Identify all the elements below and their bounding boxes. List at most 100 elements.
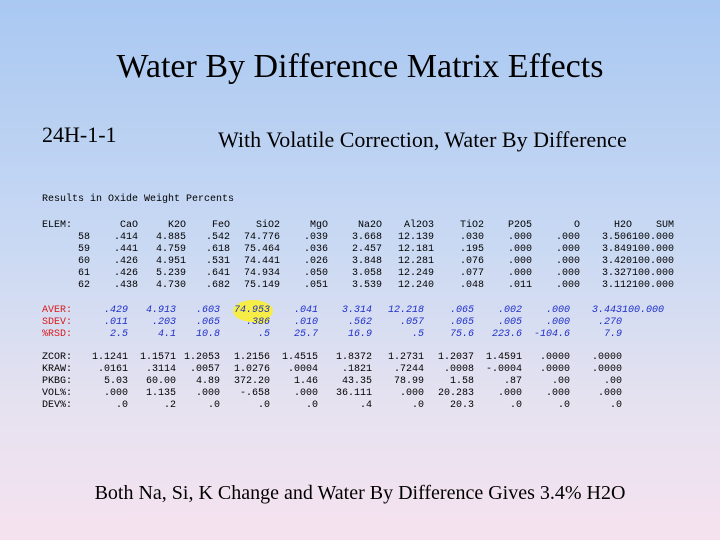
table-cell: .077 xyxy=(459,268,484,279)
table-cell xyxy=(622,317,664,329)
table-cell: .1821 xyxy=(341,364,372,375)
table-cell: .5 xyxy=(257,329,270,340)
table-cell: 100.000 xyxy=(632,280,675,291)
table-cell: 75.149 xyxy=(243,280,280,291)
table-cell xyxy=(622,400,658,412)
table-cell: 2.457 xyxy=(351,244,382,255)
table-cell: .2 xyxy=(163,400,176,411)
sample-id: 24H-1-1 xyxy=(42,122,117,147)
table-cell: .000 xyxy=(507,256,532,267)
table-cell xyxy=(622,352,658,364)
table-cell: .3114 xyxy=(145,364,176,375)
table-cell: .0 xyxy=(257,400,270,411)
table-cell: 4.759 xyxy=(155,244,186,255)
table-cell: .050 xyxy=(303,268,328,279)
table-cell: .000 xyxy=(497,388,522,399)
table-cell: .000 xyxy=(555,280,580,291)
correction-row: DEV%: .0 .2 .0 .0 .0 .4 .0 20.3 .0 .0 .0 xyxy=(42,400,658,412)
table-cell: .000 xyxy=(399,388,424,399)
table-cell: 1.2731 xyxy=(387,352,424,363)
table-cell: 5.239 xyxy=(155,268,186,279)
correction-row: VOL%: .000 1.135 .000 -.658 .000 36.111 .000 20.… xyxy=(42,388,658,400)
table-cell: .0000 xyxy=(539,352,570,363)
row-label: KRAW: xyxy=(42,364,73,375)
table-cell: 74.776 xyxy=(243,232,280,243)
row-label: AVER: xyxy=(42,305,73,316)
correction-row: KRAW: .0161 .3114 .0057 1.0276 .0004 .1821 .724… xyxy=(42,364,658,376)
table-cell: 25.7 xyxy=(293,329,318,340)
table-cell: 1.2037 xyxy=(437,352,474,363)
table-cell: .0057 xyxy=(189,364,220,375)
table-cell: -104.6 xyxy=(533,329,570,340)
table-cell: 3.058 xyxy=(351,268,382,279)
table-cell: .426 xyxy=(113,256,138,267)
table-cell: 10.8 xyxy=(195,329,220,340)
table-cell: .0000 xyxy=(591,364,622,375)
slide-footer: Both Na, Si, K Change and Water By Diffe… xyxy=(94,482,626,504)
table-cell: .682 xyxy=(205,280,230,291)
column-header: TiO2 xyxy=(459,220,484,231)
table-cell: .641 xyxy=(205,268,230,279)
table-cell: 1.4591 xyxy=(485,352,522,363)
column-header: FeO xyxy=(211,220,230,231)
highlight-mark xyxy=(250,314,270,324)
table-cell: .5 xyxy=(411,329,424,340)
table-cell: .0000 xyxy=(539,364,570,375)
table-cell: 12.139 xyxy=(397,232,434,243)
table-cell: -.0004 xyxy=(485,364,522,375)
table-cell: 2.5 xyxy=(109,329,128,340)
table-cell: .7244 xyxy=(393,364,424,375)
corrections-table: ZCOR: 1.1241 1.1571 1.2053 1.2156 1.4515 1.837… xyxy=(42,352,658,412)
table-cell: .065 xyxy=(449,317,474,328)
sample-number: 62 xyxy=(77,280,90,291)
table-cell: 100.000 xyxy=(632,244,675,255)
table-row: 58 .414 4.885 .542 74.776 .039 3.668 12.139 .030… xyxy=(42,232,674,244)
table-cell: 3.443 xyxy=(591,305,622,316)
table-cell xyxy=(622,376,658,388)
stats-row: %RSD: 2.5 4.1 10.8 .5 25.7 16.9 .5 75.6 223.6 -104… xyxy=(42,329,664,341)
table-cell: 12.281 xyxy=(397,256,434,267)
table-cell: .036 xyxy=(303,244,328,255)
table-cell xyxy=(622,388,658,400)
table-cell: .0 xyxy=(557,400,570,411)
table-cell: 4.885 xyxy=(155,232,186,243)
table-cell: 3.668 xyxy=(351,232,382,243)
table-cell: .000 xyxy=(597,388,622,399)
table-row: 61 .426 5.239 .641 74.934 .050 3.058 12.249 .077… xyxy=(42,268,674,280)
table-cell: .0000 xyxy=(591,352,622,363)
table-row: 59 .441 4.759 .618 75.464 .036 2.457 12.181 .195… xyxy=(42,244,674,256)
row-label: DEV%: xyxy=(42,400,73,411)
table-cell: .000 xyxy=(545,388,570,399)
sample-number: 58 xyxy=(77,232,90,243)
table-cell: 20.283 xyxy=(437,388,474,399)
table-cell: .000 xyxy=(103,388,128,399)
table-cell: .00 xyxy=(603,376,622,387)
table-cell: .4 xyxy=(359,400,372,411)
table-cell: 60.00 xyxy=(145,376,176,387)
table-cell: .065 xyxy=(449,305,474,316)
table-cell: .026 xyxy=(303,256,328,267)
slide-subtitle: With Volatile Correction, Water By Diffe… xyxy=(218,127,627,152)
table-cell: .603 xyxy=(195,305,220,316)
column-header: K2O xyxy=(167,220,186,231)
table-cell: .270 xyxy=(597,317,622,328)
table-cell: 1.46 xyxy=(293,376,318,387)
table-cell: .000 xyxy=(555,268,580,279)
column-header: SiO2 xyxy=(255,220,280,231)
row-label: VOL%: xyxy=(42,388,73,399)
table-cell: .000 xyxy=(545,317,570,328)
table-cell: .0 xyxy=(509,400,522,411)
table-cell: .057 xyxy=(399,317,424,328)
table-cell: 3.848 xyxy=(351,256,382,267)
column-header: H2O xyxy=(613,220,632,231)
table-row: 60 .426 4.951 .531 74.441 .026 3.848 12.281 .076… xyxy=(42,256,674,268)
table-cell: -.658 xyxy=(239,388,270,399)
table-cell: 4.951 xyxy=(155,256,186,267)
table-cell: 74.441 xyxy=(243,256,280,267)
row-label: %RSD: xyxy=(42,329,73,340)
table-cell: .000 xyxy=(507,268,532,279)
table-cell: 100.000 xyxy=(632,268,675,279)
table-cell: .011 xyxy=(507,280,532,291)
table-cell: .030 xyxy=(459,232,484,243)
table-cell: .000 xyxy=(555,256,580,267)
